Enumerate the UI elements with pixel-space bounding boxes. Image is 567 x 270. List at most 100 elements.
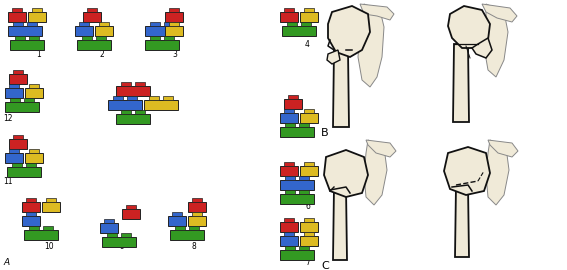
Bar <box>299 190 310 194</box>
Bar <box>12 22 23 26</box>
Bar <box>163 96 174 100</box>
Bar <box>75 26 93 36</box>
Bar <box>304 218 314 222</box>
Bar <box>126 205 136 209</box>
Text: 6: 6 <box>305 202 310 211</box>
Text: 9: 9 <box>120 242 125 251</box>
Polygon shape <box>333 187 347 260</box>
Text: 11: 11 <box>3 177 12 186</box>
Bar <box>82 36 92 40</box>
Bar <box>26 163 36 167</box>
Bar <box>304 162 314 166</box>
Bar <box>24 98 35 102</box>
Bar <box>165 12 183 22</box>
Bar <box>284 99 302 109</box>
Text: A: A <box>3 258 9 267</box>
Bar <box>299 176 310 180</box>
Bar <box>77 40 111 50</box>
Bar <box>121 82 130 86</box>
Bar <box>12 163 22 167</box>
Bar <box>299 246 310 250</box>
Bar <box>285 176 295 180</box>
Bar <box>136 110 145 114</box>
Bar <box>145 26 179 36</box>
Polygon shape <box>358 4 384 87</box>
Bar <box>12 8 22 12</box>
Polygon shape <box>484 4 508 77</box>
Bar <box>304 109 314 113</box>
Bar <box>95 26 113 36</box>
Bar <box>150 22 160 26</box>
Bar <box>189 226 200 230</box>
Bar <box>116 114 150 124</box>
Bar <box>96 36 107 40</box>
Bar <box>299 123 310 127</box>
Bar <box>175 226 185 230</box>
Bar <box>9 74 27 84</box>
Bar <box>22 202 40 212</box>
Polygon shape <box>364 140 387 205</box>
Bar <box>288 95 298 99</box>
Text: 5: 5 <box>305 130 310 139</box>
Bar <box>28 12 46 22</box>
Bar <box>145 40 179 50</box>
Bar <box>100 223 118 233</box>
Bar <box>8 26 42 36</box>
Bar <box>27 22 37 26</box>
Bar <box>300 12 318 22</box>
Bar <box>169 22 179 26</box>
Bar <box>42 202 60 212</box>
Bar <box>29 149 39 153</box>
Bar <box>9 149 19 153</box>
Text: 12: 12 <box>3 114 12 123</box>
Bar <box>10 40 44 50</box>
Bar <box>121 110 130 114</box>
Bar <box>285 246 295 250</box>
Bar <box>300 236 318 246</box>
Polygon shape <box>444 147 490 195</box>
Polygon shape <box>346 24 362 50</box>
Bar <box>284 162 294 166</box>
Bar <box>150 36 160 40</box>
Bar <box>280 127 314 137</box>
Polygon shape <box>455 185 469 257</box>
Bar <box>188 202 206 212</box>
Bar <box>192 212 202 216</box>
Bar <box>104 219 114 223</box>
Bar <box>280 194 314 204</box>
Polygon shape <box>327 50 340 64</box>
Text: 3: 3 <box>172 50 177 59</box>
Bar <box>9 84 19 88</box>
Bar <box>122 209 140 219</box>
Bar <box>172 212 182 216</box>
Bar <box>280 180 314 190</box>
Bar <box>113 96 122 100</box>
Text: 4: 4 <box>305 40 310 49</box>
Polygon shape <box>328 6 370 57</box>
Bar <box>116 86 150 96</box>
Bar <box>7 167 41 177</box>
Text: 1: 1 <box>36 50 41 59</box>
Bar <box>5 153 23 163</box>
Text: 2: 2 <box>100 50 105 59</box>
Bar <box>165 26 183 36</box>
Polygon shape <box>453 44 469 122</box>
Bar <box>87 8 97 12</box>
Bar <box>29 226 39 230</box>
Bar <box>29 84 39 88</box>
Polygon shape <box>488 140 518 157</box>
Bar <box>15 36 25 40</box>
Bar <box>25 88 43 98</box>
Polygon shape <box>472 38 492 58</box>
Text: 7: 7 <box>305 258 310 267</box>
Bar <box>107 233 117 237</box>
Bar <box>304 8 314 12</box>
Text: 10: 10 <box>44 242 54 251</box>
Bar <box>121 233 132 237</box>
Bar <box>301 22 311 26</box>
Bar <box>13 70 23 74</box>
Bar <box>284 109 294 113</box>
Bar <box>136 82 145 86</box>
Bar <box>188 216 206 226</box>
Bar <box>29 36 39 40</box>
